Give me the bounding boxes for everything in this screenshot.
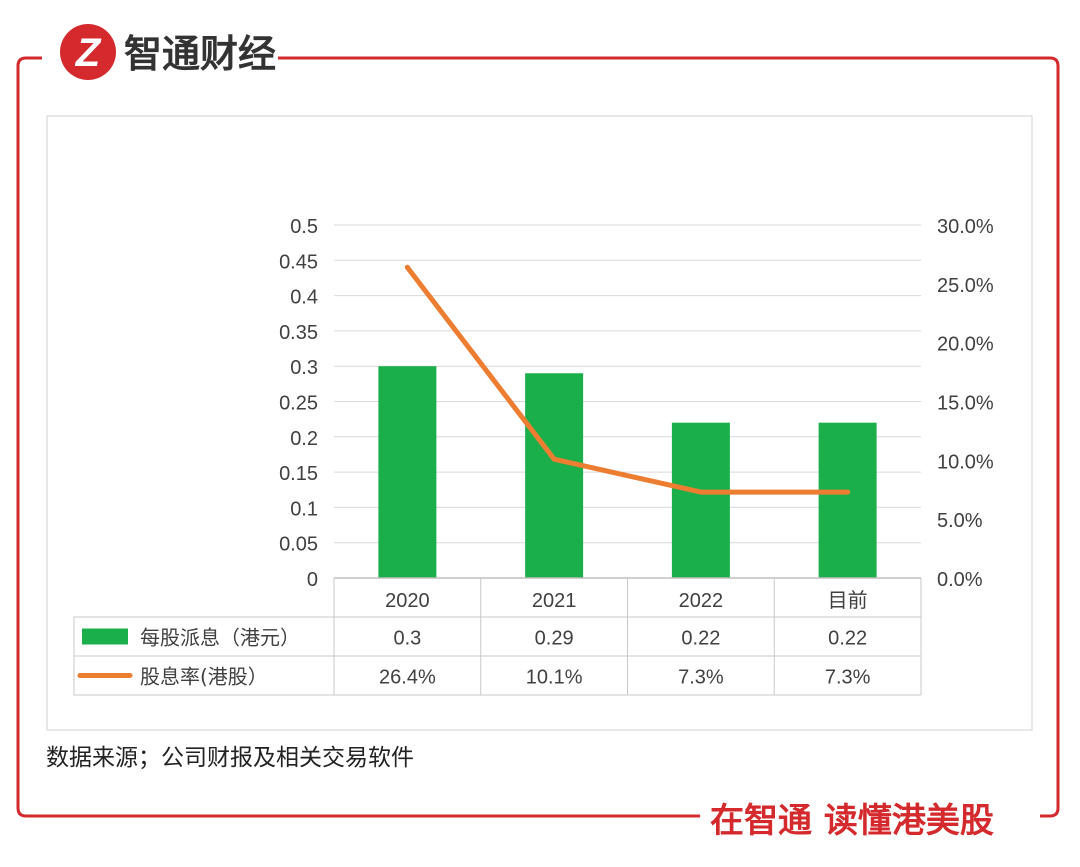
legend-label: 股息率(港股） [140, 665, 268, 689]
line-series [404, 264, 851, 495]
frame-border [16, 56, 700, 818]
table-cell: 0.22 [828, 628, 867, 650]
y-left-tick-label: 0 [307, 569, 318, 591]
brand-name: 智通财经 [124, 32, 276, 76]
y-right-tick-label: 25.0% [937, 275, 994, 297]
table-cell: 26.4% [379, 667, 436, 689]
y-left-tick-label: 0.05 [279, 534, 318, 556]
y-right-tick-label: 0.0% [937, 569, 983, 591]
legend-label: 每股派息（港元） [140, 626, 300, 650]
series-line [404, 264, 851, 495]
bar [378, 366, 437, 578]
y-left-tick-label: 0.45 [279, 251, 318, 273]
y-left-tick-label: 0.1 [290, 498, 318, 520]
y-right-tick-label: 15.0% [937, 393, 994, 415]
y-right-tick-label: 5.0% [937, 510, 983, 532]
y-right-tick-label: 20.0% [937, 334, 994, 356]
category-label: 2022 [679, 590, 724, 612]
category-label: 目前 [828, 589, 868, 612]
bar-series [378, 366, 877, 578]
line-point [404, 264, 410, 270]
line-point [698, 489, 704, 495]
y-left-tick-label: 0.15 [279, 463, 318, 485]
category-label: 2020 [385, 590, 430, 612]
y-left-tick-label: 0.2 [290, 428, 318, 450]
table-cell: 0.29 [535, 628, 574, 650]
category-label: 2021 [532, 590, 577, 612]
table-cell: 7.3% [678, 667, 724, 689]
table-cell: 0.3 [393, 628, 421, 650]
bar [525, 373, 584, 578]
y-left-tick-label: 0.5 [290, 216, 318, 238]
table-cell: 10.1% [526, 667, 583, 689]
logo-glyph: Z [75, 31, 102, 75]
legend-swatch-bar [82, 628, 128, 645]
source-note: 数据来源；公司财报及相关交易软件 [46, 745, 414, 771]
bar [671, 422, 730, 578]
y-left-tick-label: 0.35 [279, 322, 318, 344]
brand-logo: Z 智通财经 [60, 24, 276, 80]
y-right-tick-label: 10.0% [937, 451, 994, 473]
table-cell: 0.22 [681, 628, 720, 650]
line-point [551, 456, 557, 462]
y-axis-right: 0.0% 5.0% 10.0% 15.0% 20.0% 25.0% 30.0% [937, 216, 994, 591]
y-right-tick-label: 30.0% [937, 216, 994, 238]
logo-circle [60, 24, 116, 80]
line-point [845, 489, 851, 495]
table-cell: 7.3% [825, 667, 871, 689]
y-left-tick-label: 0.4 [290, 287, 318, 309]
frame-border-top [278, 56, 1060, 818]
footer-slogan: 在智通 读懂港美股 [710, 801, 994, 841]
y-left-tick-label: 0.3 [290, 357, 318, 379]
bar [818, 422, 877, 578]
y-axis-left: 0 0.05 0.1 0.15 0.2 0.25 0.3 0.35 0.4 0.45 0.5 [279, 216, 318, 591]
y-left-tick-label: 0.25 [279, 393, 318, 415]
